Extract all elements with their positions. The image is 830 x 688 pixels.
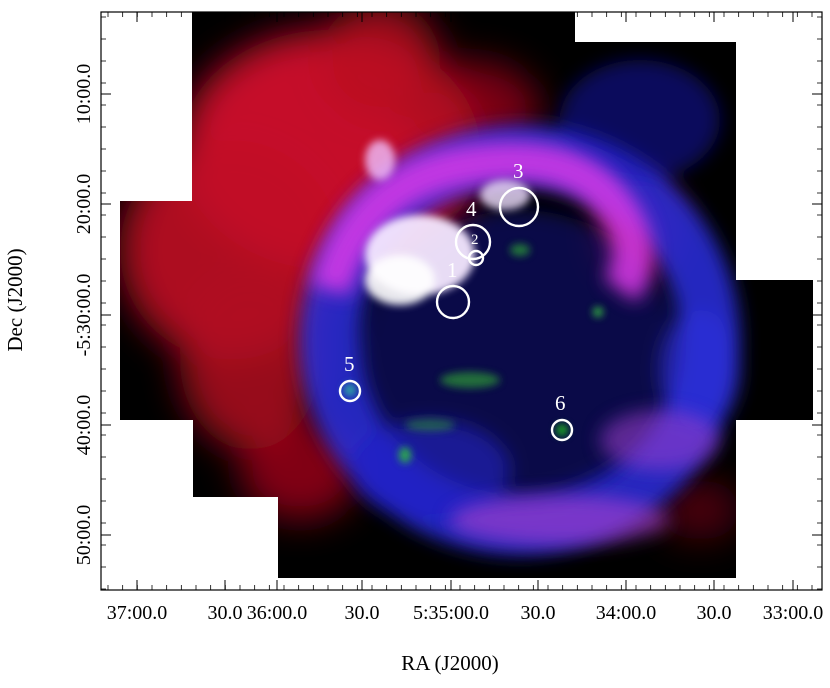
x-tick-label: 37:00.0 (107, 602, 168, 624)
green-emission (344, 244, 603, 463)
y-axis-title: Dec (J2000) (3, 248, 27, 351)
region-6-circle (550, 418, 574, 442)
x-tick-label: 36:00.0 (247, 602, 308, 624)
x-tick-label: 30.0 (345, 602, 380, 624)
region-1-label: 1 (447, 258, 458, 282)
x-tick-label: 34:00.0 (596, 602, 657, 624)
region-5-label: 5 (344, 352, 355, 376)
region-4-label: 4 (466, 197, 477, 221)
bright-core (365, 140, 530, 305)
x-axis-ticks: 37:00.0 30.0 36:00.0 30.0 5:35:00.0 30.0 34:00… (107, 12, 824, 624)
y-tick-label: -5:30:00.0 (73, 274, 95, 357)
y-tick-label: 50:00.0 (73, 505, 95, 566)
region-6-label: 6 (555, 391, 566, 415)
x-tick-label: 30.0 (521, 602, 556, 624)
x-tick-label: 5:35:00.0 (413, 602, 489, 624)
plot-frame (100, 11, 823, 591)
x-tick-label: 30.0 (697, 602, 732, 624)
region-2-label: 2 (471, 232, 479, 248)
region-3-label: 3 (513, 159, 524, 183)
x-tick-label: 30.0 (208, 602, 243, 624)
y-tick-label: 10:00.0 (73, 64, 95, 125)
y-tick-label: 40:00.0 (73, 395, 95, 456)
emission-layers (120, 12, 740, 555)
magenta-ridge (310, 141, 720, 545)
region-circles (338, 186, 574, 442)
x-tick-label: 33:00.0 (763, 602, 824, 624)
x-axis-title: RA (J2000) (401, 651, 498, 675)
region-5-circle (338, 379, 362, 403)
region-1-circle (435, 284, 471, 320)
y-tick-label: 20:00.0 (73, 174, 95, 235)
y-axis-ticks: 10:00.0 20:00.0 -5:30:00.0 40:00.0 50:00.0 (73, 16, 822, 590)
region-3-circle (498, 186, 540, 228)
region-4-circle (454, 223, 492, 261)
